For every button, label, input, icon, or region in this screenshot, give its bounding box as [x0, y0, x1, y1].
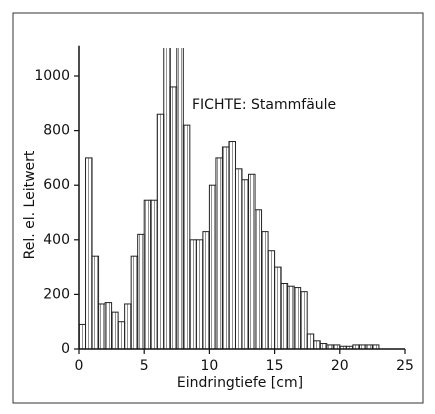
- bar: [208, 184, 217, 350]
- annotation: FICHTE: Stammfäule: [192, 97, 336, 113]
- bar: [195, 239, 204, 350]
- bar: [111, 311, 119, 350]
- x-tick-label: 5: [140, 358, 149, 374]
- bar: [306, 333, 315, 350]
- x-tick-label: 10: [200, 358, 218, 374]
- x-tick-label: 0: [75, 358, 84, 374]
- bar: [176, 48, 184, 350]
- y-tick-label: 400: [43, 232, 70, 248]
- bar: [137, 233, 145, 350]
- bar: [117, 321, 126, 350]
- y-axis-label: Rel. el. Leitwert: [22, 150, 38, 259]
- bar: [124, 303, 132, 350]
- x-tick-label: 25: [396, 358, 414, 374]
- bar: [169, 86, 178, 350]
- y-tick-label: 0: [61, 341, 70, 357]
- bar: [274, 266, 282, 350]
- frame: [12, 12, 424, 404]
- x-axis-label: Eindringtiefe [cm]: [177, 375, 303, 391]
- bar: [202, 231, 210, 350]
- bar: [267, 250, 276, 350]
- bar: [319, 343, 328, 350]
- bar: [78, 323, 87, 350]
- x-tick-label: 20: [331, 358, 349, 374]
- y-tick-label: 1000: [34, 68, 70, 84]
- bar: [248, 173, 256, 350]
- bar: [182, 124, 191, 350]
- bar: [221, 146, 230, 350]
- bar: [228, 141, 236, 350]
- bar: [313, 340, 321, 350]
- bar: [98, 303, 106, 350]
- bar: [241, 179, 250, 350]
- bar: [261, 231, 269, 350]
- bar: [300, 291, 308, 350]
- bar: [163, 48, 171, 350]
- y-tick-label: 600: [43, 177, 70, 193]
- y-tick-label: 200: [43, 286, 70, 302]
- bar: [91, 255, 100, 350]
- bar: [130, 255, 139, 350]
- x-tick-label: 15: [266, 358, 284, 374]
- bar: [293, 287, 302, 350]
- bar: [104, 302, 113, 350]
- bar: [150, 199, 158, 350]
- bar: [254, 209, 263, 350]
- bar: [280, 282, 289, 350]
- bar: [215, 157, 223, 350]
- bar: [287, 285, 295, 350]
- bars: [78, 48, 380, 350]
- bar: [143, 199, 152, 350]
- y-tick-label: 800: [43, 123, 70, 139]
- bar: [85, 157, 93, 350]
- bar: [234, 168, 243, 350]
- bar: [156, 113, 165, 350]
- bar: [189, 239, 197, 350]
